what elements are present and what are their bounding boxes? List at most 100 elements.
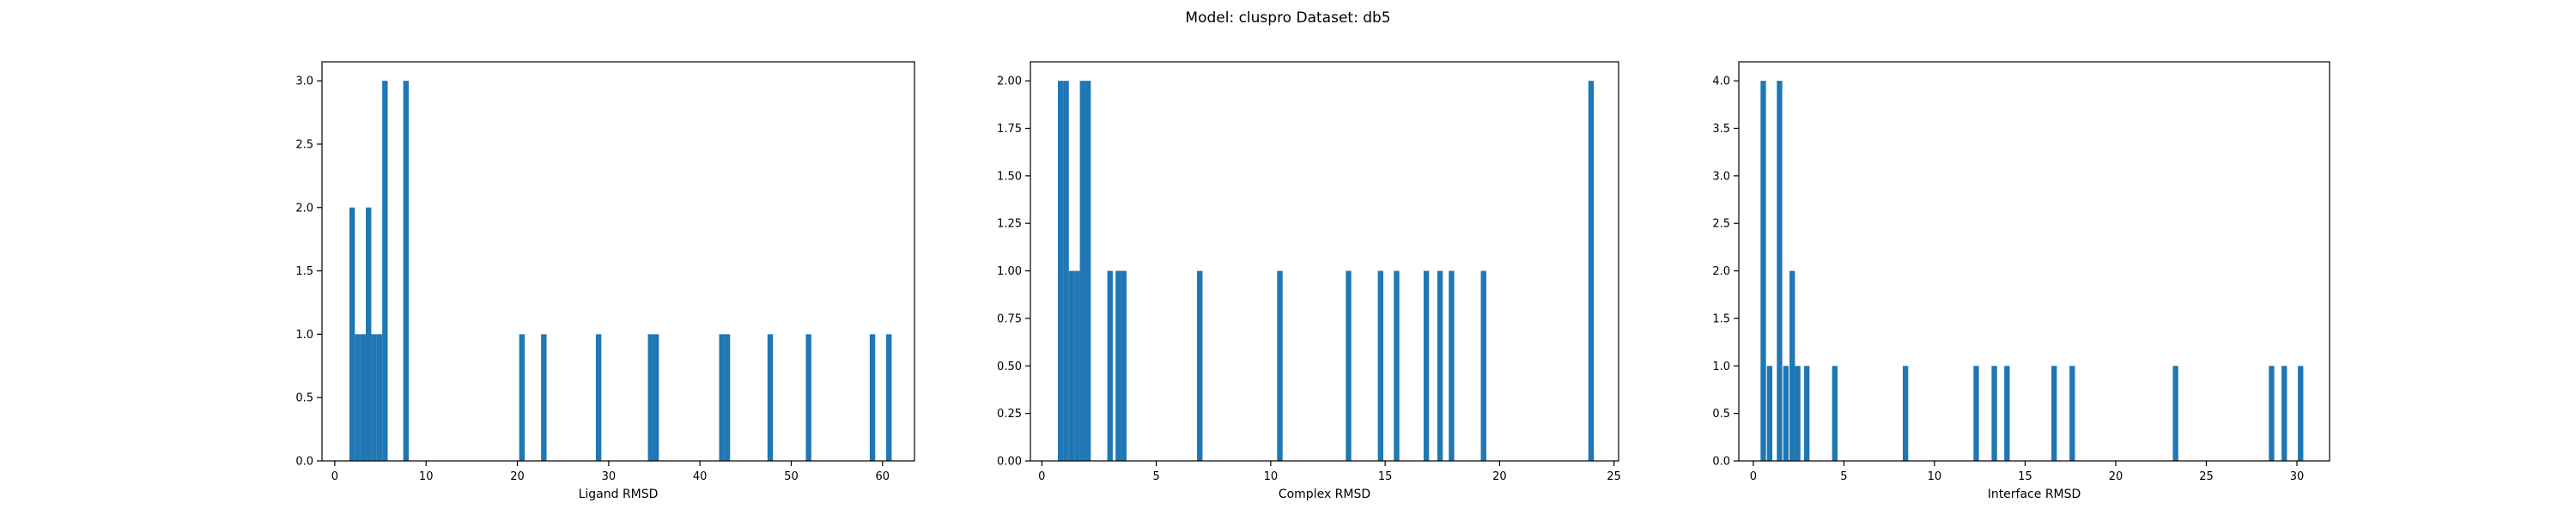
interface-rmsd-histogram: 0 5 10 15 20 25 30 0.0 0.5 1.0 1.5 2.0 2.5 3.0 3.5 4.0 I… (1712, 61, 2330, 501)
complex-bar-13 (1394, 270, 1400, 461)
ligand-bar-18 (886, 334, 892, 461)
ligand-bar-0 (349, 207, 355, 461)
complex-xtick-label-0: 0 (1038, 470, 1045, 483)
interface-xtick-label-3: 15 (2018, 470, 2032, 483)
interface-bar-6 (1803, 366, 1810, 461)
interface-bar-13 (2069, 366, 2075, 461)
interface-ytick-label-0: 0.0 (1712, 456, 1730, 469)
complex-xtick-label-1: 5 (1152, 470, 1159, 483)
ligand-xtick-label-3: 30 (602, 470, 617, 483)
interface-bar-2 (1777, 81, 1783, 461)
complex-ytick-label-8: 2.00 (997, 76, 1022, 88)
interface-ytick-label-6: 3.0 (1712, 170, 1730, 183)
interface-xtick-label-6: 30 (2290, 470, 2305, 483)
complex-bar-2 (1068, 270, 1075, 461)
complex-ytick-label-0: 0.00 (997, 456, 1022, 469)
interface-bar-16 (2281, 366, 2287, 461)
interface-xtick-label-1: 5 (1840, 470, 1847, 483)
complex-bar-6 (1107, 270, 1113, 461)
ligand-bar-11 (647, 334, 653, 461)
complex-bar-1 (1063, 81, 1069, 461)
complex-xtick-label-2: 10 (1264, 470, 1279, 483)
interface-bar-14 (2172, 366, 2178, 461)
interface-bar-11 (2004, 366, 2010, 461)
ligand-bar-13 (719, 334, 725, 461)
complex-bar-12 (1377, 270, 1383, 461)
ligand-ytick-label-1: 0.5 (295, 392, 313, 405)
ligand-bar-15 (767, 334, 774, 461)
interface-ytick-label-4: 2.0 (1712, 265, 1730, 278)
interface-bar-3 (1783, 366, 1789, 461)
ligand-bar-14 (724, 334, 731, 461)
ligand-rmsd-histogram: 0 10 20 30 40 50 60 0.0 0.5 1.0 1.5 2.0 2.5 3.0 Ligand… (295, 61, 915, 501)
ligand-bar-10 (595, 334, 602, 461)
interface-xtick-label-5: 25 (2199, 470, 2214, 483)
interface-ytick-label-1: 0.5 (1712, 408, 1730, 421)
complex-ytick-label-4: 1.00 (997, 265, 1022, 278)
ligand-xtick-label-4: 40 (693, 470, 708, 483)
ligand-bar-4 (371, 334, 377, 461)
ligand-xlabel: Ligand RMSD (579, 488, 659, 501)
interface-bar-12 (2051, 366, 2057, 461)
interface-bar-4 (1789, 270, 1795, 461)
ligand-bar-1 (355, 334, 361, 461)
complex-ytick-label-7: 1.75 (997, 123, 1022, 136)
complex-bar-8 (1121, 270, 1127, 461)
interface-bar-0 (1760, 81, 1766, 461)
ligand-xtick-label-2: 20 (510, 470, 525, 483)
complex-bar-4 (1079, 81, 1085, 461)
complex-ytick-label-6: 1.50 (997, 170, 1022, 183)
interface-bar-7 (1832, 366, 1838, 461)
ligand-xtick-label-6: 60 (876, 470, 890, 483)
ligand-bar-6 (382, 81, 388, 461)
complex-ytick-label-5: 1.25 (997, 218, 1022, 231)
complex-ytick-label-1: 0.25 (997, 408, 1022, 421)
interface-bar-9 (1973, 366, 1979, 461)
ligand-bar-17 (869, 334, 876, 461)
complex-bar-5 (1084, 81, 1091, 461)
complex-rmsd-histogram: 0 5 10 15 20 25 0.00 0.25 0.50 0.75 1.00 1.25 1.50 1.… (997, 61, 1621, 501)
interface-bar-17 (2298, 366, 2304, 461)
interface-bar-5 (1795, 366, 1801, 461)
ligand-xtick-label-5: 50 (784, 470, 799, 483)
interface-xtick-label-4: 20 (2109, 470, 2123, 483)
ligand-ytick-label-4: 2.0 (295, 202, 313, 215)
interface-xtick-label-2: 10 (1928, 470, 1942, 483)
interface-xlabel: Interface RMSD (1988, 488, 2081, 501)
complex-bar-9 (1197, 270, 1203, 461)
complex-bar-15 (1437, 270, 1443, 461)
complex-xtick-label-4: 20 (1492, 470, 1507, 483)
ligand-bar-8 (519, 334, 526, 461)
interface-bar-8 (1902, 366, 1909, 461)
ligand-ytick-label-6: 3.0 (295, 76, 313, 88)
complex-xlabel: Complex RMSD (1279, 488, 1370, 501)
interface-xtick-label-0: 0 (1750, 470, 1757, 483)
ligand-xtick-label-1: 10 (419, 470, 434, 483)
complex-ytick-label-3: 0.75 (997, 312, 1022, 325)
complex-bar-14 (1423, 270, 1430, 461)
complex-xtick-label-3: 15 (1378, 470, 1393, 483)
ligand-bar-9 (541, 334, 547, 461)
complex-bar-18 (1588, 81, 1595, 461)
complex-bar-3 (1074, 270, 1080, 461)
complex-bar-7 (1115, 270, 1121, 461)
interface-bar-1 (1766, 366, 1773, 461)
complex-ytick-label-2: 0.50 (997, 360, 1022, 373)
ligand-bar-3 (366, 207, 372, 461)
interface-bar-10 (1991, 366, 1997, 461)
interface-axes-frame (1738, 61, 2330, 462)
interface-ytick-label-3: 1.5 (1712, 312, 1730, 325)
ligand-ytick-label-5: 2.5 (295, 138, 313, 151)
interface-ytick-label-8: 4.0 (1712, 76, 1730, 88)
ligand-bar-12 (653, 334, 659, 461)
complex-bar-10 (1277, 270, 1283, 461)
ligand-bar-2 (360, 334, 367, 461)
complex-bar-11 (1346, 270, 1352, 461)
ligand-bar-16 (805, 334, 811, 461)
interface-ytick-label-2: 1.0 (1712, 360, 1730, 373)
ligand-ytick-label-3: 1.5 (295, 265, 313, 278)
complex-axes-frame (1030, 61, 1619, 462)
interface-ytick-label-7: 3.5 (1712, 123, 1730, 136)
ligand-bar-7 (403, 81, 409, 461)
